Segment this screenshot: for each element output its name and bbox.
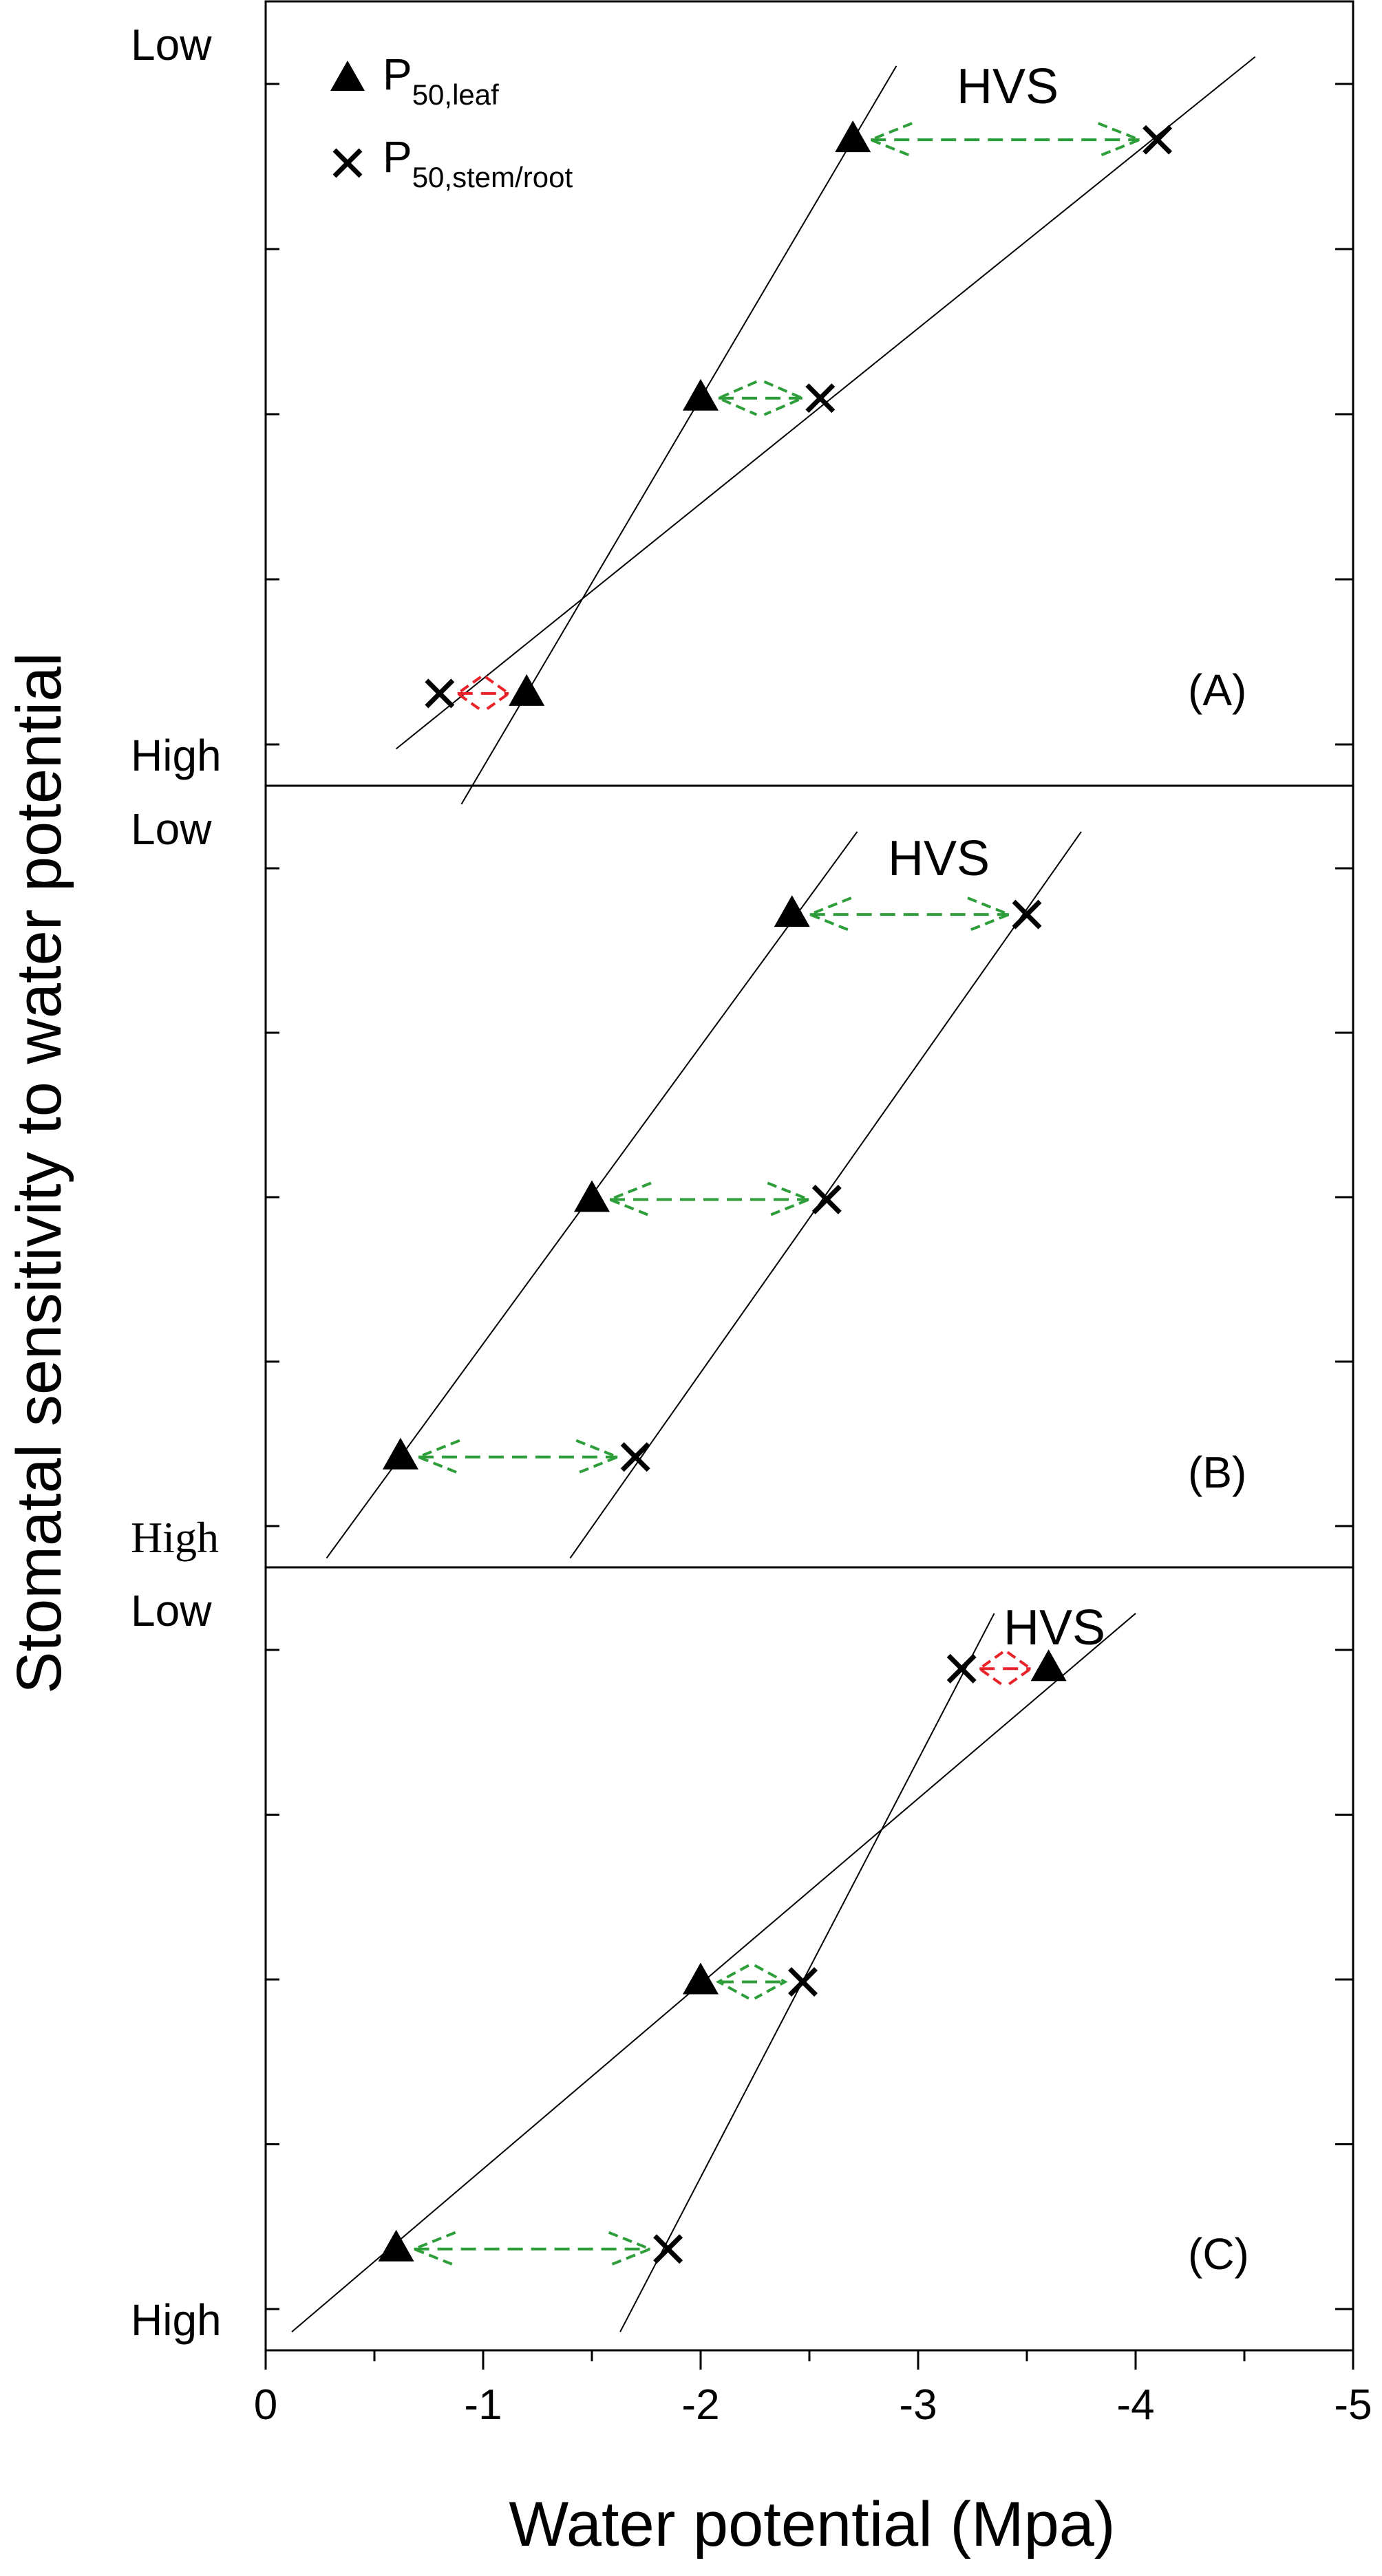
x-axis: 0 -1 -2 -3 -4 -5 [254,2350,1372,2429]
legend-subscript-leaf: 50,leaf [412,78,499,111]
stem-root-trend-line [619,1613,995,2332]
stem-root-point-cross [425,678,455,709]
stem-root-point-cross [946,1653,977,1684]
stem-root-point-cross [653,2234,683,2264]
panel-label: (B) [1188,1448,1246,1497]
stem-root-trend-line [569,831,1082,1559]
y-tick-label-high: High [131,731,222,780]
legend-triangle-icon [330,61,365,91]
hvs-annotation: HVS [957,59,1059,114]
leaf-point-triangle [835,120,871,153]
x-tick-label: -3 [899,2381,937,2429]
leaf-point-triangle [382,1437,418,1470]
panel-1: Low High HVS (A) [131,0,1354,805]
hvs-annotation: HVS [1003,1600,1105,1655]
stem-root-point-cross [1142,125,1173,155]
stem-root-point-cross [811,1184,842,1214]
hvs-arrow-head-left [714,380,758,416]
legend-label-leaf: P50,leaf [383,50,499,111]
hvs-arrow-head-left [977,1651,1004,1686]
leaf-point-triangle [683,378,719,411]
x-tick-label: -1 [464,2381,502,2429]
y-tick-label-high: High [131,1513,219,1562]
y-axis-label: Stomatal sensitivity to water potential [4,652,74,1694]
hvs-arrow-head-left [715,1964,750,2000]
x-tick-label: -4 [1116,2381,1154,2429]
hvs-arrow-head-left [455,676,482,711]
stem-root-point-cross [620,1442,650,1472]
leaf-point-triangle [574,1180,610,1212]
x-tick-label: -5 [1334,2381,1372,2429]
hvs-arrow-head-right [485,676,511,711]
hvs-arrow-head-right [1006,1651,1034,1686]
stem-root-point-cross [1012,899,1042,930]
hvs-arrow-head-right [763,380,806,416]
panel-label: (A) [1188,665,1246,715]
stem-root-point-cross [805,383,836,414]
hvs-arrow-head-right [754,1964,788,2000]
legend: P50,leaf P50,stem/root [330,50,573,193]
y-tick-label-high: High [131,2295,222,2345]
stem-root-point-cross [788,1966,818,1997]
x-axis-label: Water potential (Mpa) [509,2489,1115,2559]
leaf-point-triangle [774,895,810,927]
x-tick-label: 0 [254,2381,277,2429]
legend-cross-icon [332,148,363,178]
y-tick-label-low: Low [131,1586,212,1635]
y-tick-label-low: Low [131,20,212,69]
leaf-point-triangle [509,674,545,706]
panels-layer: Low High HVS (A) Low High HVS (B) Low High HVS (C) P… [131,0,1372,2429]
leaf-trend-line [291,1613,1136,2332]
panel-3: Low High HVS (C) [131,1566,1354,2352]
panel-label: (C) [1188,2229,1249,2279]
panel-2: Low High HVS (B) [131,784,1354,1569]
leaf-point-triangle [683,1962,719,1995]
hvs-annotation: HVS [888,831,990,886]
x-tick-label: -2 [681,2381,719,2429]
leaf-point-triangle [378,2229,414,2262]
leaf-trend-line [460,65,897,805]
legend-subscript-stem-root: 50,stem/root [412,161,573,193]
y-tick-label-low: Low [131,804,212,854]
legend-label-stem-root: P50,stem/root [383,132,573,193]
leaf-point-triangle [1030,1649,1067,1682]
